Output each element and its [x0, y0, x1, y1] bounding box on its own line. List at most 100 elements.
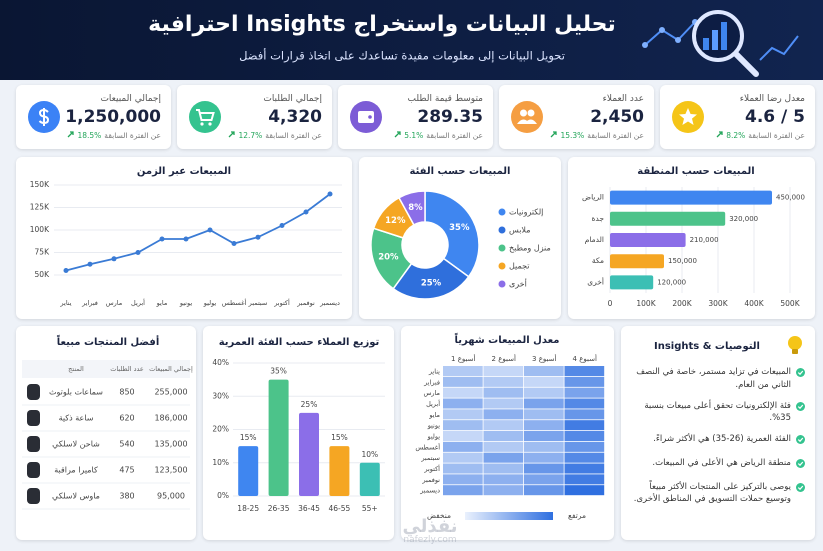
y-tick-label: أخرى [587, 276, 604, 286]
kpi-change-row: عن الفترة السابقة 5.1% [394, 131, 483, 140]
y-tick-label: 50K [35, 270, 51, 279]
heat-cell [524, 398, 564, 409]
table-cell: 475 [119, 466, 134, 475]
heat-cell [564, 463, 605, 474]
hbar-chart: المبيعات حسب المنطقة 0 100K 200K 300K 400K 500… [582, 166, 805, 308]
arrow-icon [68, 131, 75, 138]
kpi-note: عن الفترة السابقة [104, 131, 161, 140]
page-subtitle: تحويل البيانات إلى معلومات مفيدة تساعدك … [239, 48, 565, 64]
line-point [255, 234, 261, 240]
row-label: مايو [428, 411, 440, 419]
heat-cell [564, 387, 605, 398]
value-label: 150,000 [668, 257, 697, 265]
heat-cell [483, 387, 524, 398]
kpi-glyph [679, 108, 697, 125]
kpi-icon [350, 101, 382, 133]
heat-cell [483, 463, 524, 474]
kpi-icon [672, 101, 704, 133]
age-chart: توزيع العملاء حسب الفئة العمرية 0% 10% 20% 3… [212, 337, 385, 513]
arrow-icon [551, 131, 558, 138]
kpi-card: إجمالي المبيعات 1,250,000 عن الفترة السابق… [16, 85, 171, 149]
kpi-change: 8.2% [726, 131, 746, 140]
legend-marker [498, 280, 506, 288]
x-tick-label: 55+ [362, 504, 378, 513]
table-cell: 540 [119, 440, 134, 449]
row-label: ديسمبر [419, 487, 440, 495]
x-tick-label: 0 [608, 299, 613, 308]
x-tick-label: ديسمبر [319, 299, 340, 307]
legend-marker [498, 262, 506, 270]
x-tick-label: 400K [744, 299, 764, 308]
slice-label: 12% [385, 216, 406, 226]
check-icon [796, 435, 805, 449]
product-icon [27, 488, 40, 504]
kpi-card: عدد العملاء 2,450 عن الفترة السابقة 15.3% [499, 85, 654, 149]
line-point [279, 223, 285, 228]
table-cell: 620 [119, 414, 134, 423]
line-point [207, 227, 213, 233]
insight-item: منطقة الرياض هي الأعلى في المبيعات. [629, 457, 805, 473]
check-glyph [796, 401, 805, 411]
x-tick-label: 500K [780, 299, 800, 308]
kpi-label: معدل رضا العملاء [739, 94, 805, 104]
kpi-glyph [358, 111, 374, 123]
color-scale [465, 512, 553, 520]
y-tick-label: الدمام [585, 235, 604, 244]
table-panel: أفضل المنتجات مبيعاً المنتج عدد الطلبات إجم… [16, 326, 196, 540]
line-point [87, 261, 93, 267]
kpi-change-row: عن الفترة السابقة 8.2% [716, 131, 805, 140]
x-tick-label: 100K [636, 299, 656, 308]
bar [610, 275, 654, 290]
row-label: يناير [428, 367, 440, 375]
legend-label: تجميل [509, 262, 530, 271]
legend-marker [498, 208, 506, 216]
column-label: أسبوع 3 [532, 354, 556, 363]
pie-slice [424, 190, 480, 278]
x-tick-label: أبريل [131, 298, 145, 307]
column-header: إجمالي المبيعات [149, 365, 193, 373]
heat-cell [483, 376, 524, 387]
heat-cell [483, 431, 524, 442]
heat-cell [524, 366, 564, 377]
kpi-change: 5.1% [404, 131, 424, 140]
y-tick-label: 30% [212, 391, 229, 400]
y-tick-label: 125K [30, 203, 50, 212]
legend-marker [498, 244, 506, 252]
x-tick-label: يناير [59, 299, 71, 307]
heat-cell [564, 474, 605, 485]
table-cell: كاميرا مراقبة [54, 466, 98, 475]
heat-cell [483, 366, 524, 377]
bar [610, 254, 664, 269]
legend-marker [498, 226, 506, 234]
bar [610, 190, 772, 205]
value-label: 320,000 [729, 215, 758, 223]
heat-cell [564, 431, 605, 442]
insight-item: الفئة العمرية (26-35) هي الأكثر شراءً. [629, 433, 805, 449]
chart-title: المبيعات حسب الفئة [410, 166, 511, 177]
check-icon [796, 482, 805, 497]
bar [268, 379, 289, 496]
x-tick-label: 46-55 [329, 504, 351, 513]
heatmap-panel: معدل المبيعات شهرياً أسبوع 1 أسبوع 2 أسبوع … [401, 326, 614, 540]
heat-cell [483, 452, 524, 463]
kpi-glyph [517, 109, 537, 124]
kpi-icon [28, 101, 60, 133]
bar [299, 412, 319, 496]
kpi-change: 12.7% [238, 131, 263, 140]
trend-arrow [716, 131, 723, 140]
kpi-change-row: عن الفترة السابقة 12.7% [228, 131, 322, 140]
kpi-card: معدل رضا العملاء 4.6 / 5 عن الفترة السابقة… [660, 85, 815, 149]
heat-cell [564, 376, 605, 387]
kpi-value: 4,320 [268, 107, 322, 127]
insights-title: التوصيات & Insights [654, 341, 760, 352]
region-panel: المبيعات حسب المنطقة 0 100K 200K 300K 400K 500… [568, 157, 815, 319]
x-tick-label: فبراير [81, 299, 98, 307]
watermark-logo: نفذلي [402, 516, 458, 537]
chart-title: المبيعات عبر الزمن [137, 166, 231, 177]
heat-cell [443, 463, 483, 474]
row-label: مارس [423, 389, 440, 397]
pie-chart: المبيعات حسب الفئة 35% إلكترونيات 25% ملابس 2… [370, 166, 551, 300]
y-tick-label: 10% [212, 458, 229, 467]
insights-list: المبيعات في تزايد مستمر، خاصة في النصف ا… [629, 366, 805, 514]
kpi-label: عدد العملاء [602, 94, 644, 104]
